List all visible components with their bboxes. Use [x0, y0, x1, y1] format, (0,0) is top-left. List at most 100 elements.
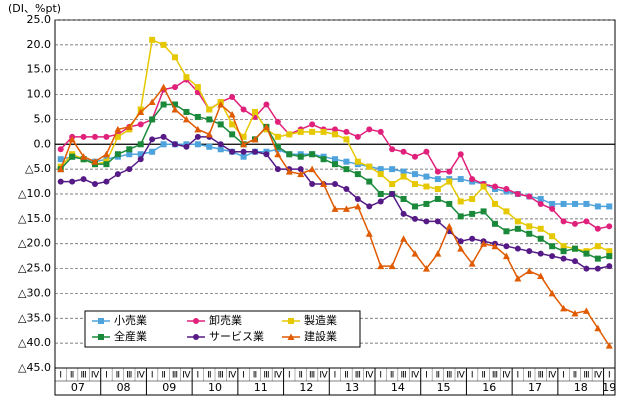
y-tick-label: △45.0 [18, 361, 51, 374]
marker [503, 243, 510, 250]
marker [377, 128, 384, 135]
marker [217, 101, 225, 108]
marker [194, 141, 201, 148]
marker [194, 113, 201, 120]
marker [194, 133, 201, 140]
marker [412, 171, 418, 178]
marker [332, 156, 338, 163]
x-tick-label: Ⅳ [91, 371, 100, 381]
marker [560, 304, 568, 312]
marker [560, 248, 567, 255]
x-tick-label: Ⅰ [562, 371, 565, 381]
marker [354, 133, 361, 140]
marker [365, 230, 373, 237]
marker [160, 83, 168, 91]
marker [57, 178, 64, 185]
marker [400, 210, 407, 217]
x-tick-label: Ⅳ [274, 371, 283, 381]
marker [605, 342, 613, 349]
marker [160, 41, 167, 48]
y-tick-label: △30.0 [18, 286, 51, 299]
marker [205, 130, 213, 138]
x-axis-band [54, 367, 616, 396]
marker [194, 84, 201, 91]
marker [149, 148, 156, 155]
y-tick-label: 25.0 [27, 13, 52, 26]
marker [492, 220, 498, 227]
marker [377, 171, 384, 178]
marker [343, 186, 350, 193]
year-label: 15 [437, 381, 451, 394]
x-tick-label: Ⅰ [151, 371, 154, 381]
marker [389, 191, 396, 197]
x-tick-label: Ⅰ [517, 371, 520, 381]
marker [57, 146, 64, 153]
x-tick-label: Ⅳ [365, 371, 374, 381]
marker [572, 245, 578, 252]
year-label: 12 [299, 381, 313, 394]
marker [389, 181, 396, 188]
marker [560, 243, 567, 250]
marker [423, 183, 430, 190]
year-label: 13 [345, 381, 359, 394]
x-tick-label: Ⅱ [207, 371, 211, 381]
x-tick-label: Ⅲ [309, 371, 315, 381]
marker [514, 245, 521, 252]
marker [103, 178, 110, 185]
marker [560, 200, 567, 207]
marker [252, 108, 258, 115]
marker [549, 233, 556, 240]
marker [125, 123, 133, 130]
marker [412, 203, 418, 210]
marker [526, 193, 533, 200]
year-label: 18 [574, 381, 588, 394]
x-tick-label: Ⅲ [126, 371, 132, 381]
marker [583, 250, 590, 257]
marker [582, 307, 590, 314]
marker [285, 168, 293, 175]
marker [229, 121, 236, 128]
marker [240, 106, 247, 113]
marker [206, 143, 213, 150]
marker [240, 148, 247, 155]
year-label: 19 [602, 381, 616, 394]
marker [434, 186, 441, 193]
marker [309, 128, 316, 135]
marker [400, 173, 407, 180]
marker [171, 105, 179, 113]
marker [240, 153, 247, 160]
marker [274, 150, 282, 158]
marker [457, 151, 464, 158]
marker [514, 225, 521, 232]
marker [606, 223, 613, 230]
marker [320, 156, 327, 163]
marker [594, 265, 601, 272]
marker [366, 126, 373, 133]
marker [377, 166, 384, 173]
marker [103, 133, 110, 140]
x-tick-label: Ⅲ [400, 371, 406, 381]
marker [92, 181, 98, 188]
marker [80, 176, 87, 183]
legend-label: 製造業 [304, 313, 337, 327]
y-tick-label: △10.0 [18, 187, 51, 200]
y-tick-label: 5.0 [34, 112, 52, 125]
marker [343, 158, 350, 165]
marker [571, 309, 579, 317]
x-tick-label: Ⅱ [298, 371, 302, 381]
marker [377, 198, 384, 205]
marker [457, 176, 464, 183]
marker [503, 208, 510, 215]
marker [193, 334, 199, 340]
x-tick-label: Ⅰ [59, 371, 62, 381]
x-tick-label: Ⅲ [80, 371, 86, 381]
marker [480, 183, 487, 190]
marker [309, 121, 316, 128]
x-tick-label: Ⅳ [548, 371, 557, 381]
marker [594, 324, 602, 332]
marker [308, 165, 316, 173]
marker [149, 36, 156, 43]
x-tick-label: Ⅱ [344, 371, 348, 381]
marker [332, 161, 338, 168]
